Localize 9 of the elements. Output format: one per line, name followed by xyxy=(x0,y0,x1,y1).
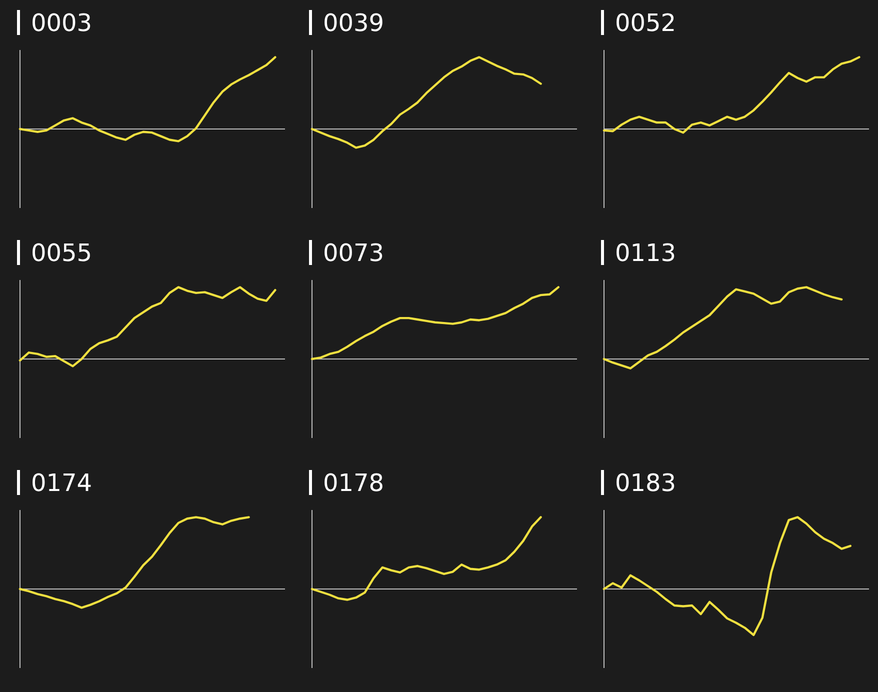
chart-title: 0174 xyxy=(31,469,92,497)
chart-title: 0073 xyxy=(323,239,384,267)
chart-title: 0113 xyxy=(615,239,676,267)
chart-title: 0183 xyxy=(615,469,676,497)
chart-title: 0055 xyxy=(31,239,92,267)
chart-title: 0052 xyxy=(615,9,676,37)
chart-title: 0178 xyxy=(323,469,384,497)
chart-title: 0039 xyxy=(323,9,384,37)
chart-title: 0003 xyxy=(31,9,92,37)
